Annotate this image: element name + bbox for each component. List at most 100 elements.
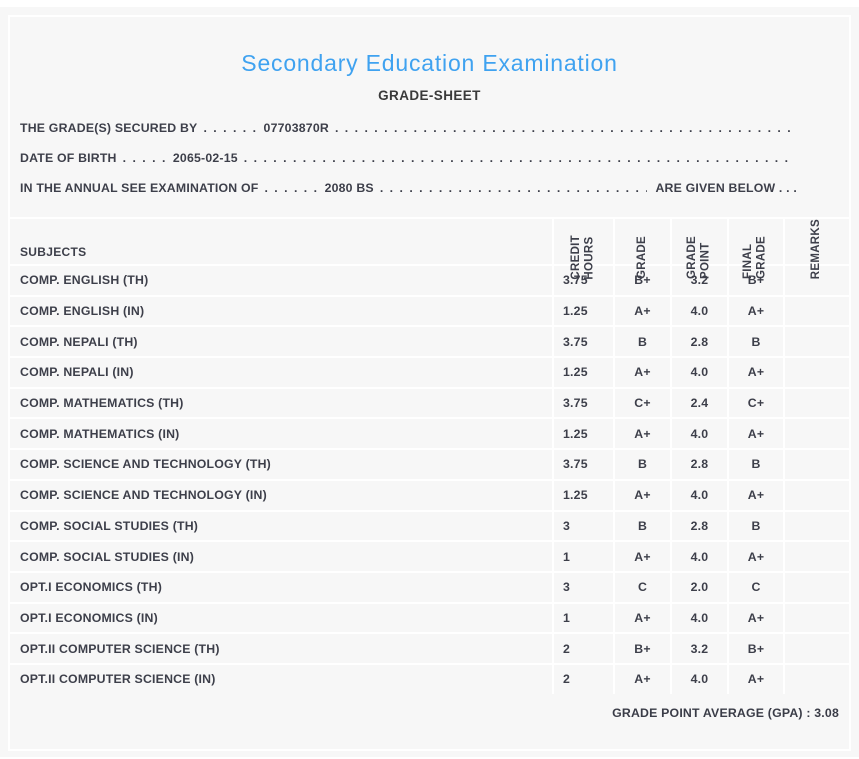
remarks-cell [783,388,849,418]
final-grade-cell: A+ [727,542,783,571]
remarks-cell [783,327,849,357]
grade-point-cell: 4.0 [670,419,727,449]
table-row: COMP. ENGLISH (IN) 1.25 A+ 4.0 A+ [10,294,849,326]
final-grade-cell: C [727,572,783,602]
rotated-header-label: GRADE POINT [685,236,712,280]
gpa-summary: GRADE POINT AVERAGE (GPA) : 3.08 [612,705,839,720]
grade-point-cell: 2.8 [670,511,727,541]
grade-cell: C+ [613,388,670,418]
info-lines: THE GRADE(S) SECURED BY . . . . . . 0770… [10,113,849,203]
grade-cell: A+ [613,358,670,387]
subject-cell: OPT.I ECONOMICS (IN) [20,610,158,625]
credit-hours-cell: 1.25 [552,296,613,326]
subject-cell: OPT.I ECONOMICS (TH) [20,580,162,595]
credit-hours-cell: 1 [552,603,613,633]
subject-cell: COMP. NEPALI (TH) [20,334,138,349]
grades-table: SUBJECTS CREDIT HOURS GRADE GRADE POINT … [10,217,849,694]
final-grade-cell: B+ [727,266,783,295]
final-grade-cell: A+ [727,603,783,633]
rotated-header-label: CREDIT HOURS [569,234,596,280]
table-row: COMP. SOCIAL STUDIES (IN) 1 A+ 4.0 A+ [10,540,849,571]
remarks-cell [783,358,849,387]
grade-point-cell: 4.0 [670,296,727,326]
dot-separator: . . . . . . [203,121,258,135]
column-header-subjects: SUBJECTS [20,244,87,259]
remarks-cell [783,603,849,633]
grade-cell: A+ [613,480,670,510]
subject-cell: COMP. NEPALI (IN) [20,365,134,380]
credit-hours-cell: 2 [552,664,613,694]
grade-cell: B [613,327,670,357]
final-grade-cell: B [727,450,783,479]
grade-point-cell: 2.4 [670,388,727,418]
table-row: COMP. SCIENCE AND TECHNOLOGY (TH) 3.75 B… [10,448,849,479]
dot-separator: . . . . . [122,151,167,165]
credit-hours-cell: 3 [552,511,613,541]
grade-point-cell: 4.0 [670,358,727,387]
rotated-header-label: GRADE [635,236,648,280]
credit-hours-cell: 3.75 [552,266,613,295]
subject-cell: COMP. MATHEMATICS (IN) [20,426,180,441]
grade-cell: A+ [613,603,670,633]
table-row: COMP. SCIENCE AND TECHNOLOGY (IN) 1.25 A… [10,478,849,510]
column-header-grade: GRADE [613,219,670,285]
subject-cell: COMP. SOCIAL STUDIES (TH) [20,518,199,533]
remarks-cell [783,296,849,326]
remarks-cell [783,419,849,449]
table-header-row: SUBJECTS CREDIT HOURS GRADE GRADE POINT … [10,217,849,285]
table-row: COMP. MATHEMATICS (IN) 1.25 A+ 4.0 A+ [10,417,849,449]
final-grade-cell: B+ [727,634,783,663]
grade-cell: B+ [613,266,670,295]
subject-cell: OPT.II COMPUTER SCIENCE (TH) [20,641,220,656]
remarks-cell [783,480,849,510]
final-grade-cell: A+ [727,664,783,694]
remarks-cell [783,511,849,541]
final-grade-cell: B [727,511,783,541]
grade-cell: A+ [613,542,670,571]
remarks-cell [783,634,849,663]
remarks-cell [783,572,849,602]
credit-hours-cell: 3.75 [552,327,613,357]
credit-hours-cell: 3.75 [552,450,613,479]
column-header-grade-point: GRADE POINT [670,219,727,285]
table-row: COMP. MATHEMATICS (TH) 3.75 C+ 2.4 C+ [10,386,849,418]
credit-hours-cell: 1.25 [552,480,613,510]
grade-cell: A+ [613,664,670,694]
table-row: OPT.II COMPUTER SCIENCE (IN) 2 A+ 4.0 A+ [10,662,849,694]
table-body: COMP. ENGLISH (TH) 3.75 B+ 3.2 B+ COMP. … [10,264,849,694]
dot-leader: . . . . . . . . . . . . . . . . . . . . … [243,151,791,165]
credit-hours-cell: 3 [552,572,613,602]
column-header-final-grade: FINAL GRADE [727,219,783,285]
credit-hours-cell: 1.25 [552,419,613,449]
table-row: COMP. SOCIAL STUDIES (TH) 3 B 2.8 B [10,509,849,541]
grade-cell: C [613,572,670,602]
grade-point-cell: 4.0 [670,480,727,510]
grade-point-cell: 2.0 [670,572,727,602]
grade-point-cell: 3.2 [670,634,727,663]
rotated-header-label: FINAL GRADE [742,236,768,280]
date-of-birth-value: 2065-02-15 [172,151,238,165]
grade-point-cell: 4.0 [670,542,727,571]
grade-point-cell: 4.0 [670,664,727,694]
final-grade-cell: C+ [727,388,783,418]
final-grade-cell: A+ [727,419,783,449]
grade-cell: B [613,450,670,479]
column-header-remarks: REMARKS [783,219,849,285]
credit-hours-cell: 1.25 [552,358,613,387]
table-row: COMP. NEPALI (TH) 3.75 B 2.8 B [10,325,849,357]
credit-hours-cell: 3.75 [552,388,613,418]
subject-cell: COMP. ENGLISH (IN) [20,304,145,319]
info-label: THE GRADE(S) SECURED BY [20,121,198,135]
table-row: COMP. ENGLISH (TH) 3.75 B+ 3.2 B+ [10,264,849,295]
final-grade-cell: A+ [727,296,783,326]
exam-year-value: 2080 BS [324,181,374,195]
dot-leader: . . . . . . . . . . . . . . . . . . . . … [334,121,791,135]
final-grade-cell: A+ [727,358,783,387]
grade-cell: A+ [613,296,670,326]
grade-sheet-subtitle: GRADE-SHEET [378,88,481,103]
page-title: Secondary Education Examination [241,50,618,76]
credit-hours-cell: 2 [552,634,613,663]
info-line-examination-year: IN THE ANNUAL SEE EXAMINATION OF . . . .… [20,173,797,203]
credit-hours-cell: 1 [552,542,613,571]
info-label: IN THE ANNUAL SEE EXAMINATION OF [20,181,259,195]
